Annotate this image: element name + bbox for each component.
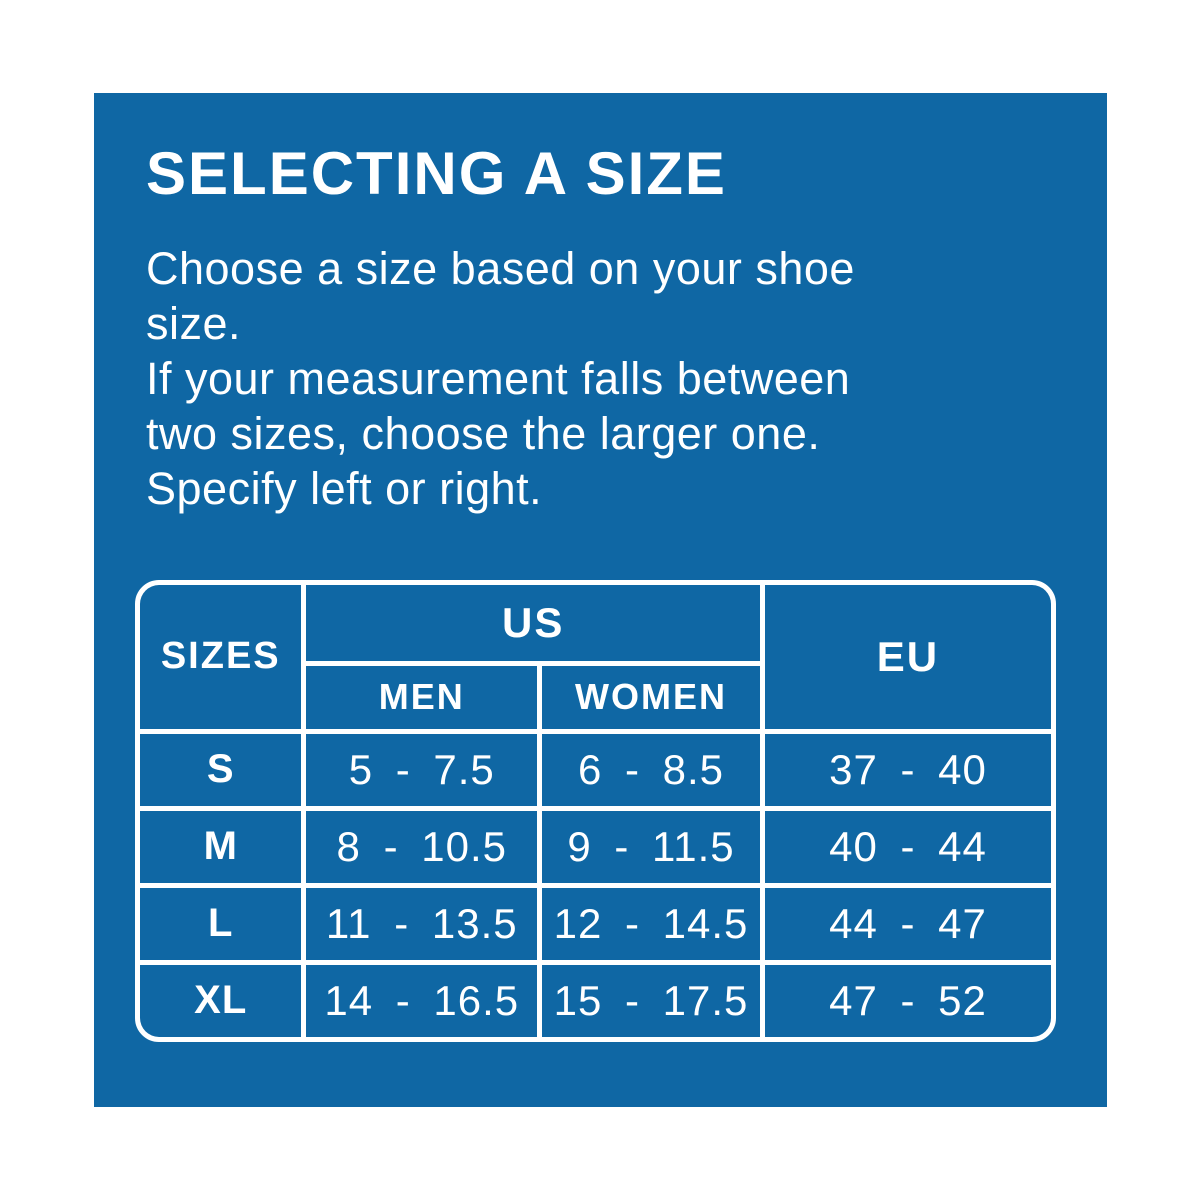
row-header-s: S: [140, 733, 302, 806]
row-header-xl: XL: [140, 964, 302, 1037]
cell-s-us-women: 6 - 8.5: [542, 733, 760, 806]
cell-l-us-women: 12 - 14.5: [542, 887, 760, 960]
cell-s-eu: 37 - 40: [764, 733, 1051, 806]
cell-xl-eu: 47 - 52: [764, 964, 1051, 1037]
row-header-m: M: [140, 810, 302, 883]
cell-m-us-men: 8 - 10.5: [306, 810, 538, 883]
col-header-men: MEN: [306, 665, 538, 729]
intro-line: If your measurement falls between: [146, 353, 851, 404]
cell-m-eu: 40 - 44: [764, 810, 1051, 883]
cell-l-us-men: 11 - 13.5: [306, 887, 538, 960]
row-header-l: L: [140, 887, 302, 960]
cell-l-eu: 44 - 47: [764, 887, 1051, 960]
intro-text: Choose a size based on your shoe size. I…: [146, 241, 855, 516]
cell-m-us-women: 9 - 11.5: [542, 810, 760, 883]
size-table: SIZES US EU MEN WOMEN S 5 - 7.5 6 - 8.5 …: [135, 580, 1056, 1042]
intro-line: Choose a size based on your shoe: [146, 243, 855, 294]
col-header-eu: EU: [764, 585, 1051, 729]
cell-s-us-men: 5 - 7.5: [306, 733, 538, 806]
intro-line: two sizes, choose the larger one.: [146, 408, 821, 459]
size-guide-panel: SELECTING A SIZE Choose a size based on …: [94, 93, 1107, 1107]
col-header-women: WOMEN: [542, 665, 760, 729]
intro-line: size.: [146, 298, 242, 349]
intro-line: Specify left or right.: [146, 463, 543, 514]
cell-xl-us-women: 15 - 17.5: [542, 964, 760, 1037]
cell-xl-us-men: 14 - 16.5: [306, 964, 538, 1037]
col-header-sizes: SIZES: [140, 585, 302, 729]
page-title: SELECTING A SIZE: [146, 140, 727, 207]
col-header-us: US: [306, 585, 760, 661]
